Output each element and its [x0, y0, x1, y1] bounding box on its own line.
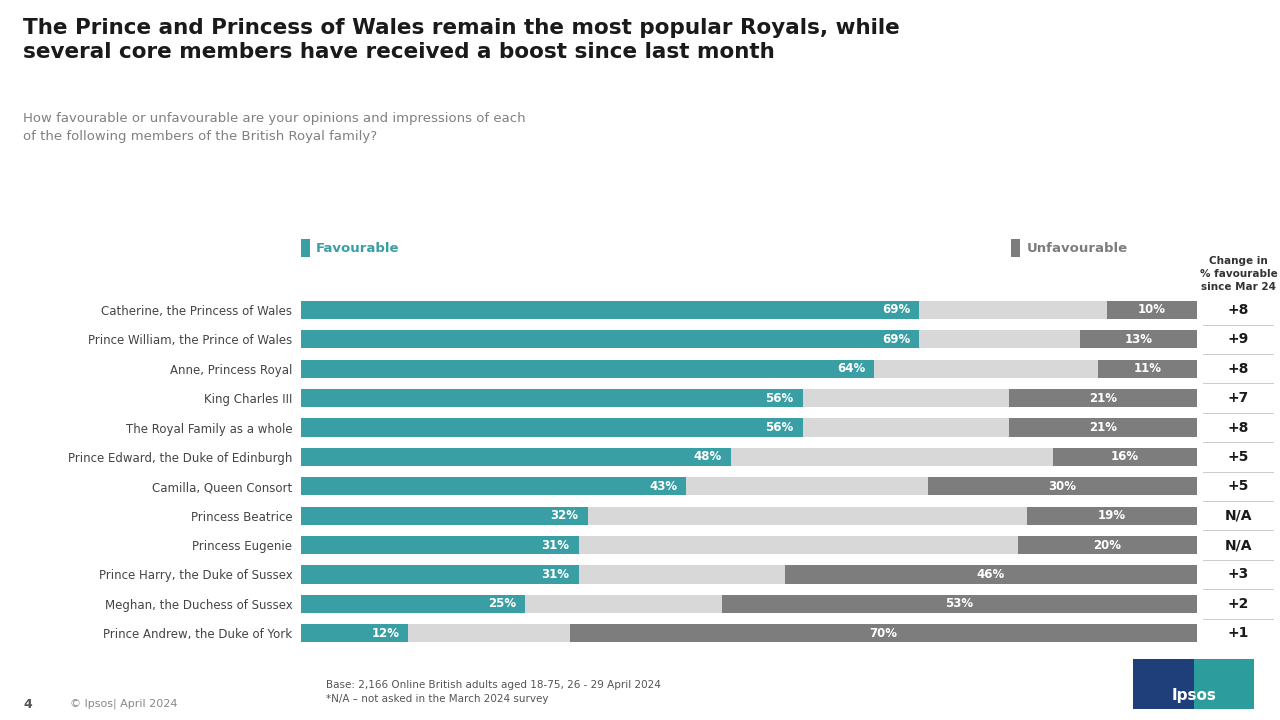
- Text: +8: +8: [1228, 420, 1249, 434]
- Bar: [301, 624, 408, 642]
- Bar: [301, 301, 919, 319]
- Text: Favourable: Favourable: [316, 242, 399, 255]
- Text: 30%: 30%: [1048, 480, 1076, 492]
- Bar: [301, 507, 588, 525]
- Text: 70%: 70%: [869, 627, 897, 640]
- Text: 64%: 64%: [837, 362, 865, 375]
- Bar: [301, 448, 731, 466]
- Bar: [570, 624, 1197, 642]
- Bar: [301, 507, 1197, 525]
- Text: 69%: 69%: [882, 333, 910, 346]
- Text: 31%: 31%: [541, 539, 570, 552]
- Bar: [928, 477, 1197, 495]
- Text: +3: +3: [1228, 567, 1249, 582]
- Bar: [1098, 359, 1197, 378]
- Bar: [1107, 301, 1197, 319]
- Text: N/A: N/A: [1225, 538, 1252, 552]
- Text: +2: +2: [1228, 597, 1249, 611]
- Text: 13%: 13%: [1125, 333, 1152, 346]
- FancyBboxPatch shape: [1193, 659, 1254, 709]
- Text: 56%: 56%: [765, 392, 794, 405]
- Text: N/A: N/A: [1225, 509, 1252, 523]
- Text: +9: +9: [1228, 333, 1249, 346]
- Bar: [301, 565, 579, 584]
- Bar: [301, 389, 803, 408]
- Bar: [301, 477, 1197, 495]
- Bar: [301, 330, 919, 348]
- Text: 48%: 48%: [694, 451, 722, 464]
- Text: +7: +7: [1228, 391, 1249, 405]
- Bar: [1009, 418, 1197, 436]
- Bar: [301, 595, 525, 613]
- Bar: [1027, 507, 1197, 525]
- Text: Unfavourable: Unfavourable: [1027, 242, 1128, 255]
- Text: 46%: 46%: [977, 568, 1005, 581]
- Bar: [1080, 330, 1197, 348]
- Text: 10%: 10%: [1138, 303, 1166, 316]
- Bar: [722, 595, 1197, 613]
- Bar: [1018, 536, 1197, 554]
- Bar: [301, 448, 1197, 466]
- Text: The Prince and Princess of Wales remain the most popular Royals, while
several c: The Prince and Princess of Wales remain …: [23, 18, 900, 62]
- FancyBboxPatch shape: [1193, 659, 1248, 709]
- Text: Ipsos: Ipsos: [1171, 688, 1216, 703]
- Text: +1: +1: [1228, 626, 1249, 640]
- Text: 43%: 43%: [649, 480, 677, 492]
- Text: 21%: 21%: [1089, 392, 1116, 405]
- Bar: [301, 477, 686, 495]
- Text: +8: +8: [1228, 361, 1249, 376]
- Bar: [1053, 448, 1197, 466]
- Text: +5: +5: [1228, 450, 1249, 464]
- FancyBboxPatch shape: [1128, 657, 1260, 711]
- Bar: [301, 565, 1197, 584]
- Text: 32%: 32%: [550, 509, 579, 522]
- Bar: [301, 624, 1197, 642]
- Text: 11%: 11%: [1134, 362, 1161, 375]
- Bar: [301, 536, 1197, 554]
- Text: 21%: 21%: [1089, 421, 1116, 434]
- Bar: [785, 565, 1197, 584]
- Bar: [301, 301, 1197, 319]
- Text: 4: 4: [23, 698, 32, 711]
- Bar: [301, 536, 579, 554]
- Text: 16%: 16%: [1111, 451, 1139, 464]
- Text: 19%: 19%: [1098, 509, 1125, 522]
- Bar: [301, 330, 1197, 348]
- Bar: [301, 418, 803, 436]
- Bar: [301, 595, 1197, 613]
- Text: 31%: 31%: [541, 568, 570, 581]
- Text: +8: +8: [1228, 303, 1249, 317]
- Bar: [301, 418, 1197, 436]
- Text: 12%: 12%: [371, 627, 399, 640]
- Bar: [1009, 389, 1197, 408]
- Bar: [301, 389, 1197, 408]
- Text: 53%: 53%: [946, 598, 973, 611]
- Text: 56%: 56%: [765, 421, 794, 434]
- Text: © Ipsos| April 2024: © Ipsos| April 2024: [70, 699, 178, 709]
- Text: Change in
% favourable
since Mar 24: Change in % favourable since Mar 24: [1199, 256, 1277, 292]
- Bar: [301, 359, 1197, 378]
- Text: 25%: 25%: [488, 598, 516, 611]
- Text: 20%: 20%: [1093, 539, 1121, 552]
- Bar: [301, 359, 874, 378]
- Text: 69%: 69%: [882, 303, 910, 316]
- Text: +5: +5: [1228, 480, 1249, 493]
- Text: How favourable or unfavourable are your opinions and impressions of each
of the : How favourable or unfavourable are your …: [23, 112, 526, 143]
- Text: Base: 2,166 Online British adults aged 18-75, 26 - 29 April 2024
*N/A – not aske: Base: 2,166 Online British adults aged 1…: [326, 680, 662, 704]
